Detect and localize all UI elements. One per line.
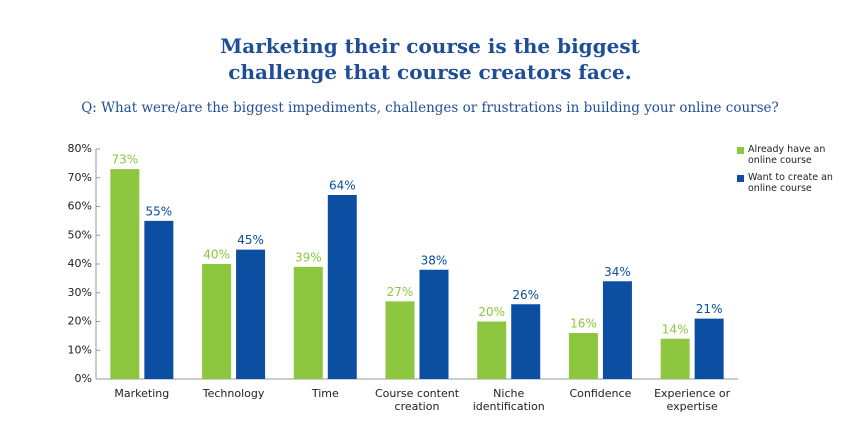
x-tick-label: Niche identification (472, 387, 545, 413)
data-label: 55% (146, 204, 173, 218)
bar (694, 318, 724, 379)
data-label: 21% (696, 302, 723, 316)
data-label: 64% (329, 179, 356, 193)
y-tick-label: 70% (68, 171, 92, 184)
bar (293, 266, 323, 379)
legend-label: Want to create an online course (748, 172, 833, 194)
chart-title: Marketing their course is the biggest (220, 34, 640, 58)
bar (419, 269, 449, 379)
bar (477, 321, 507, 379)
bar (110, 169, 140, 379)
data-label: 16% (570, 317, 597, 331)
legend-swatch (737, 175, 744, 182)
data-label: 39% (295, 250, 322, 264)
x-tick-label: Experience or expertise (654, 387, 731, 413)
y-tick-label: 30% (68, 286, 92, 299)
data-label: 14% (662, 322, 689, 336)
bar (602, 281, 632, 379)
bar (236, 249, 266, 379)
data-label: 38% (421, 253, 448, 267)
data-label: 26% (512, 288, 539, 302)
bar (202, 264, 232, 379)
bar (568, 333, 598, 379)
x-tick-label: Time (311, 387, 339, 400)
chart-title: challenge that course creators face. (228, 60, 632, 84)
legend-label: Already have an online course (748, 144, 826, 166)
data-label: 73% (112, 153, 139, 167)
y-tick-label: 40% (68, 257, 92, 270)
bar (327, 195, 357, 379)
bar (511, 304, 541, 379)
legend-swatch (737, 147, 744, 154)
y-tick-label: 60% (68, 200, 92, 213)
data-label: 40% (203, 248, 230, 262)
chart-subtitle: Q: What were/are the biggest impediments… (81, 100, 779, 116)
x-tick-label: Course content creation (375, 387, 460, 413)
y-tick-label: 50% (68, 228, 92, 241)
data-label: 20% (478, 305, 505, 319)
x-tick-label: Marketing (114, 387, 170, 400)
data-label: 34% (604, 265, 631, 279)
y-tick-label: 80% (68, 142, 92, 155)
y-tick-label: 10% (68, 343, 92, 356)
x-tick-label: Technology (202, 387, 265, 400)
data-label: 45% (237, 233, 264, 247)
bar (660, 338, 690, 379)
x-tick-label: Confidence (569, 387, 632, 400)
data-label: 27% (387, 285, 414, 299)
y-tick-label: 20% (68, 315, 92, 328)
bar (144, 220, 174, 379)
y-tick-label: 0% (75, 372, 92, 385)
bar (385, 301, 415, 379)
